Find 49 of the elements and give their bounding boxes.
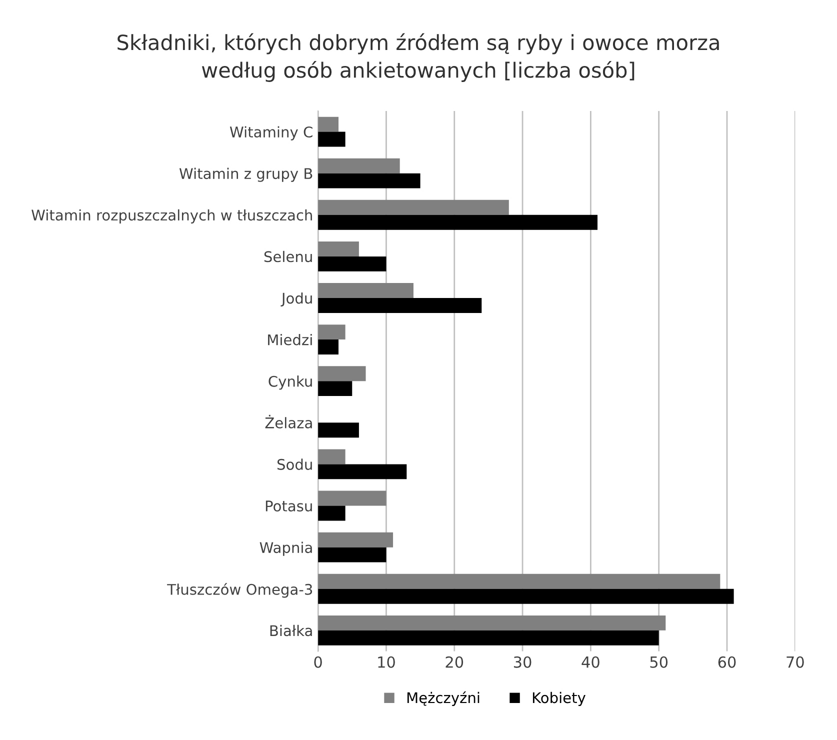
legend-label: Kobiety xyxy=(532,692,586,706)
bar xyxy=(318,158,400,174)
x-tick-label: 30 xyxy=(514,656,532,668)
bar xyxy=(318,298,482,313)
x-tick-label: 60 xyxy=(718,656,736,668)
bar xyxy=(318,283,414,298)
chart-title: Składniki, których dobrym źródłem są ryby i owoce morza według osób ankietowanych [liczba osób] xyxy=(118,33,719,82)
y-tick-label: Potasu xyxy=(266,500,312,512)
bar xyxy=(318,214,598,230)
y-tick-label: Tłuszczów Omega-3 xyxy=(167,583,312,598)
bar xyxy=(318,241,359,256)
y-tick-label: Miedzi xyxy=(268,334,312,346)
bar xyxy=(318,173,420,188)
bar xyxy=(318,256,386,272)
bar xyxy=(318,381,352,396)
x-tick-label: 0 xyxy=(314,656,322,668)
bar xyxy=(318,464,407,480)
y-tick-label: Żelaza xyxy=(265,414,312,428)
bar xyxy=(318,132,346,147)
bar xyxy=(318,547,386,562)
bar xyxy=(318,630,659,646)
y-tick-label: Sodu xyxy=(277,458,312,470)
y-tick-label: Selenu xyxy=(264,250,312,262)
bar xyxy=(318,490,386,506)
x-tick-label: 70 xyxy=(786,656,804,668)
legend-label: Mężczyźni xyxy=(407,691,480,706)
bar xyxy=(318,532,394,548)
bar xyxy=(318,116,339,132)
y-tick-label: Witamin z grupy B xyxy=(179,168,312,182)
y-tick-label: Witamin rozpuszczalnych w tłuszczach xyxy=(32,209,312,224)
bar xyxy=(318,200,509,215)
y-tick-label: Białka xyxy=(270,624,312,636)
x-tick-label: 50 xyxy=(650,656,668,668)
y-tick-label: Wapnia xyxy=(260,542,312,556)
y-tick-label: Jodu xyxy=(280,292,312,306)
bar xyxy=(318,340,339,355)
bar xyxy=(318,588,734,604)
bar xyxy=(318,449,346,464)
bar xyxy=(318,366,366,382)
x-tick-label: 40 xyxy=(582,656,600,668)
bar xyxy=(318,574,720,589)
bar xyxy=(318,422,359,438)
bar xyxy=(318,615,666,630)
y-tick-label: Cynku xyxy=(268,376,312,390)
bar xyxy=(318,506,346,521)
x-tick-label: 20 xyxy=(446,656,464,668)
bar xyxy=(318,324,346,340)
y-tick-label: Witaminy C xyxy=(230,126,312,140)
x-tick-label: 10 xyxy=(378,656,395,668)
